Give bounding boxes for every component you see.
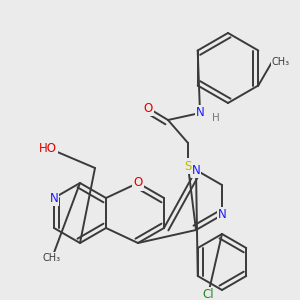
Text: N: N (196, 106, 204, 119)
Text: H: H (212, 113, 220, 123)
Text: N: N (50, 191, 58, 205)
Text: HO: HO (39, 142, 57, 154)
Text: O: O (143, 101, 153, 115)
Text: Cl: Cl (202, 289, 214, 300)
Text: S: S (184, 160, 192, 172)
Text: N: N (218, 208, 226, 221)
Text: N: N (192, 164, 200, 176)
Text: CH₃: CH₃ (272, 57, 290, 67)
Text: O: O (134, 176, 142, 190)
Text: CH₃: CH₃ (43, 253, 61, 263)
